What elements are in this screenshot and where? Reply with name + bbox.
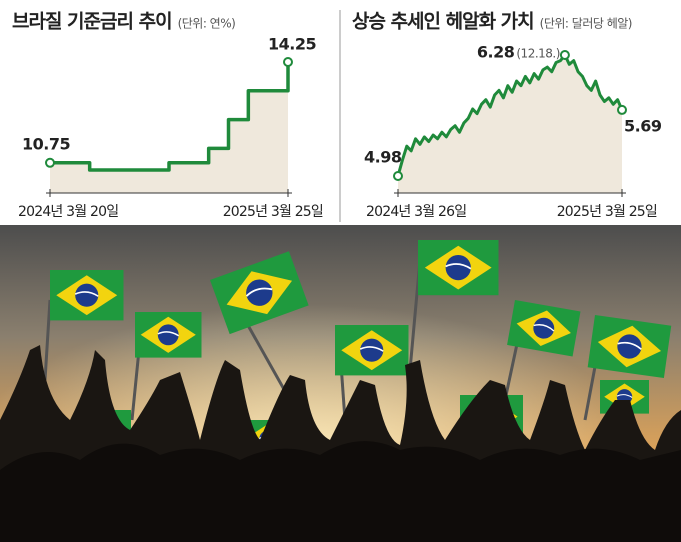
area	[398, 55, 622, 193]
chart-subtitle: (단위: 달러당 헤알)	[540, 17, 632, 31]
chart-subtitle: (단위: 연%)	[178, 17, 236, 31]
annotation: (12.18.)	[516, 47, 560, 61]
charts: 브라질 기준금리 추이 (단위: 연%) 2024년 3월 20일 2025년 3월 …	[12, 11, 662, 221]
x-tick-label: 2025년 3월 25일	[557, 204, 657, 220]
value-label: 10.75	[22, 134, 70, 153]
value-label: 6.28	[477, 43, 515, 62]
photo	[0, 225, 681, 542]
value-label: 14.25	[268, 35, 316, 54]
line	[50, 62, 290, 172]
x-tick-label: 2025년 3월 25일	[223, 204, 323, 220]
x-tick-label: 2024년 3월 20일	[18, 204, 118, 220]
chart-title: 상승 추세인 헤알화 가치	[352, 11, 534, 33]
value-label: 4.98	[364, 148, 402, 167]
point-marker	[283, 57, 293, 67]
area	[50, 62, 288, 193]
chart-title: 브라질 기준금리 추이	[12, 11, 172, 33]
x-tick-label: 2024년 3월 26일	[366, 204, 466, 220]
point-marker	[559, 50, 570, 60]
point-marker	[45, 157, 55, 168]
line	[396, 53, 624, 177]
point-marker	[617, 104, 627, 115]
point-marker	[393, 171, 403, 181]
value-label: 5.69	[624, 116, 662, 135]
